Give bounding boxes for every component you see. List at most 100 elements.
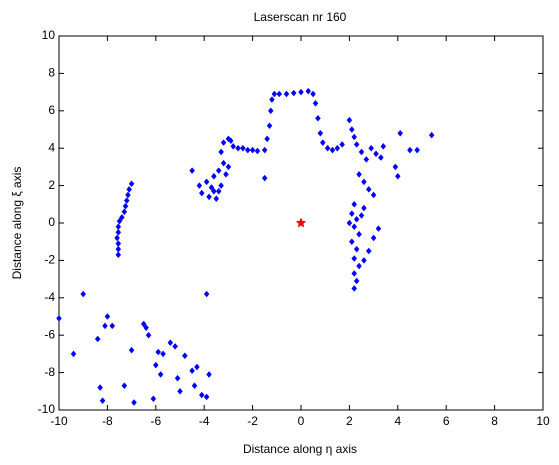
scatter-point bbox=[115, 251, 122, 259]
scatter-point bbox=[378, 154, 384, 161]
y-tick-label: 8 bbox=[48, 66, 55, 80]
scatter-point bbox=[206, 371, 212, 378]
scatter-point bbox=[348, 126, 355, 133]
scatter-point bbox=[208, 184, 215, 191]
scatter-point bbox=[126, 185, 133, 193]
scatter-point bbox=[353, 215, 360, 223]
scatter-point bbox=[407, 146, 413, 154]
scatter-point bbox=[125, 191, 131, 199]
scatter-point bbox=[368, 144, 375, 152]
scatter-point bbox=[244, 146, 251, 154]
scatter-point bbox=[319, 139, 326, 146]
scatter-point bbox=[269, 96, 275, 103]
scatter-point bbox=[375, 225, 382, 233]
scatter-point bbox=[115, 245, 122, 253]
scatter-point bbox=[356, 230, 362, 238]
scatter-point bbox=[99, 397, 106, 405]
y-tick-label: -8 bbox=[44, 365, 55, 379]
scatter-point bbox=[203, 178, 210, 186]
y-tick-label: -2 bbox=[44, 253, 55, 267]
scatter-point bbox=[370, 234, 377, 242]
scatter-point bbox=[225, 163, 232, 171]
scatter-point bbox=[160, 350, 166, 358]
scatter-point bbox=[97, 384, 103, 391]
y-tick-label: 2 bbox=[48, 178, 55, 192]
scatter-point bbox=[230, 142, 237, 150]
scatter-point bbox=[80, 290, 87, 298]
scatter-point bbox=[115, 223, 122, 231]
scatter-point bbox=[414, 146, 420, 154]
scatter-point bbox=[174, 374, 181, 382]
scatter-point bbox=[312, 99, 319, 107]
scatter-point bbox=[114, 234, 120, 242]
x-tick-label: -4 bbox=[199, 414, 210, 428]
y-tick-label: 0 bbox=[48, 215, 55, 229]
scatter-point bbox=[70, 350, 77, 358]
scatter-point bbox=[361, 178, 367, 186]
scatter-point bbox=[315, 114, 321, 122]
scatter-point bbox=[196, 182, 203, 189]
scatter-point bbox=[254, 147, 261, 155]
scatter-point bbox=[373, 150, 379, 158]
scatter-point bbox=[298, 88, 304, 96]
scatter-point bbox=[145, 331, 152, 339]
scatter-point bbox=[215, 167, 222, 175]
scatter-point bbox=[358, 148, 365, 156]
scatter-point bbox=[104, 313, 111, 320]
x-tick-label: 0 bbox=[298, 414, 305, 428]
y-tick-label: -4 bbox=[44, 290, 55, 304]
scatter-point bbox=[203, 393, 210, 401]
scatter-point bbox=[329, 146, 336, 154]
scatter-point bbox=[397, 129, 404, 137]
scatter-point bbox=[218, 182, 224, 189]
scatter-point bbox=[261, 174, 268, 182]
scatter-point bbox=[266, 122, 273, 130]
scatter-point bbox=[167, 339, 174, 347]
scatter-point bbox=[235, 144, 241, 152]
x-tick-label: -8 bbox=[102, 414, 113, 428]
scatter-point bbox=[220, 159, 227, 167]
scatter-point bbox=[198, 391, 205, 399]
scatter-point bbox=[365, 247, 372, 255]
scatter-point bbox=[109, 322, 116, 330]
x-tick-label: 6 bbox=[443, 414, 450, 428]
x-tick-label: -2 bbox=[247, 414, 258, 428]
scatter-point bbox=[276, 90, 283, 98]
scatter-point bbox=[353, 245, 360, 253]
scatter-point bbox=[334, 144, 341, 152]
scatter-point bbox=[121, 208, 128, 216]
y-tick-label: 6 bbox=[48, 103, 55, 117]
x-tick-label: -6 bbox=[150, 414, 161, 428]
scatter-point bbox=[157, 371, 164, 378]
scatter-point bbox=[215, 187, 222, 195]
x-tick-label: 2 bbox=[346, 414, 353, 428]
y-tick-label: 4 bbox=[48, 140, 55, 154]
scatter-point bbox=[380, 142, 387, 150]
scatter-point bbox=[370, 191, 377, 199]
scatter-point bbox=[324, 144, 331, 152]
scatter-point bbox=[310, 90, 316, 98]
scatter-point bbox=[213, 195, 220, 203]
scatter-point bbox=[356, 262, 362, 270]
scatter-point bbox=[121, 382, 128, 390]
chart-title: Laserscan nr 160 bbox=[254, 10, 347, 24]
scatter-point bbox=[94, 335, 101, 343]
scatter-point bbox=[177, 387, 183, 395]
x-tick-label: 8 bbox=[491, 414, 498, 428]
scatter-point bbox=[283, 90, 290, 98]
scatter-point bbox=[249, 146, 256, 154]
scatter-point bbox=[203, 290, 210, 298]
scatter-point bbox=[356, 170, 362, 178]
scatter-point bbox=[143, 324, 149, 332]
scatter-point bbox=[363, 156, 370, 163]
scatter-point bbox=[102, 322, 108, 330]
scatter-point bbox=[115, 228, 122, 236]
scatter-point bbox=[172, 343, 178, 350]
scatter-point bbox=[206, 193, 212, 201]
scatter-point bbox=[267, 107, 274, 115]
scatter-point bbox=[353, 277, 360, 285]
scatter-point bbox=[351, 200, 358, 208]
